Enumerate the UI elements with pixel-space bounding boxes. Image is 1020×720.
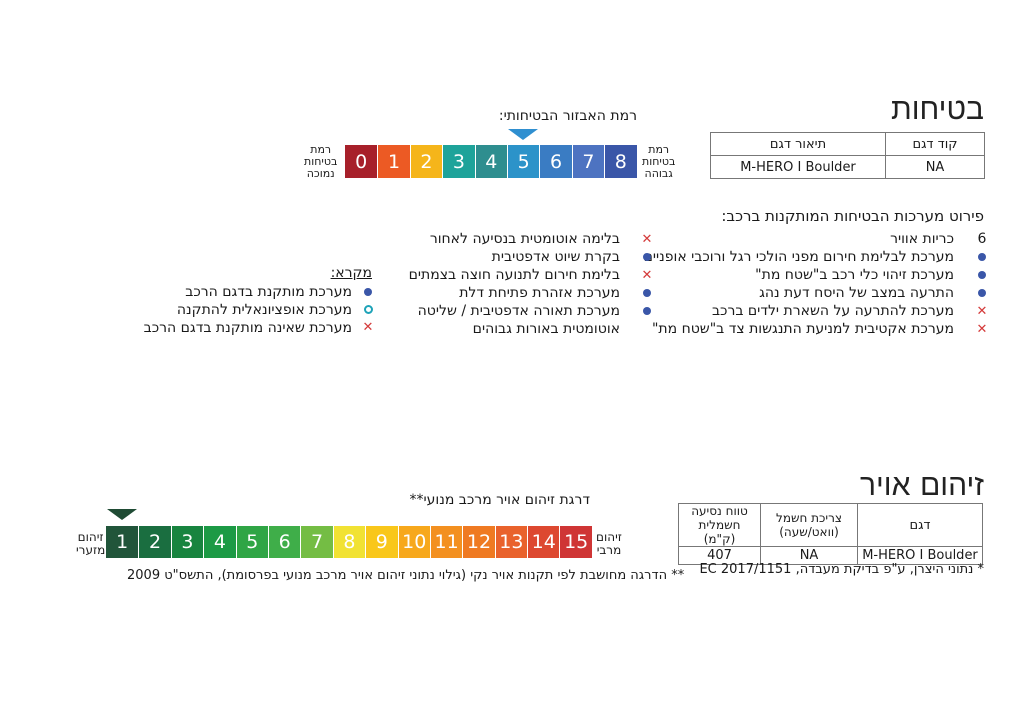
- col-model-desc-header: תיאור דגם: [710, 132, 886, 156]
- consumption-value: NA: [760, 546, 858, 565]
- installed-dot-icon: [975, 286, 989, 301]
- legend-optional-icon: [361, 303, 375, 318]
- legend-not-installed-icon: ✕: [362, 320, 374, 335]
- installed-dot-icon: [640, 286, 654, 301]
- safety-level-5: 5: [506, 145, 540, 178]
- safety-level-2: 2: [409, 145, 443, 178]
- pollution-level-scale: 1 2 3 4 5 6 7 8 9 10 11 12 13 14 15: [106, 526, 592, 558]
- col-model-code-header: קוד דגם: [885, 132, 985, 156]
- safety-level-0: 0: [345, 145, 378, 178]
- safety-level-4: 4: [474, 145, 507, 178]
- pollution-level-10: 10: [397, 526, 430, 558]
- pollution-level-4: 4: [203, 526, 236, 558]
- installed-dot-icon: [640, 304, 654, 319]
- pollution-max-label: זיהום מרבי: [596, 530, 622, 557]
- pollution-footnote-right: * נתוני היצרן, ע"פ בדיקת מעבדה, EC 2017/…: [699, 562, 984, 577]
- pollution-level-5: 5: [235, 526, 268, 558]
- not-installed-x-icon: ✕: [641, 268, 653, 283]
- pollution-level-14: 14: [527, 526, 560, 558]
- safety-system-item: מערכת אזהרת פתיחת דלת: [459, 285, 620, 301]
- pollution-level-8: 8: [332, 526, 366, 558]
- safety-level-marker: [508, 129, 539, 140]
- legend-installed-label: מערכת מותקנת בדגם הרכב: [185, 284, 352, 300]
- pollution-level-1: 1: [106, 526, 139, 558]
- pollution-footnote: ** הדרגה מחושבת לפי תקנות אויר נקי (גילו…: [127, 568, 685, 583]
- legend-optional-label: מערכת אופציונאלית להתקנה: [176, 302, 352, 318]
- pollution-level-13: 13: [494, 526, 528, 558]
- safety-system-item: אוטומטית באורות גבוהים: [472, 321, 620, 337]
- safety-title: בטיחות: [891, 92, 984, 127]
- range-value: 407: [678, 546, 761, 565]
- safety-level-3: 3: [442, 145, 475, 178]
- safety-level-7: 7: [571, 145, 605, 178]
- safety-level-6: 6: [539, 145, 572, 178]
- safety-system-item: כריות אוויר: [890, 231, 954, 247]
- pollution-title: זיהום אויר: [859, 468, 984, 503]
- safety-system-item: התרעה במצב של היסח דעת נהג: [759, 285, 954, 301]
- legend-installed-icon: [361, 285, 375, 300]
- safety-system-item: מערכת להתרעה על השארת ילדים ברכב: [711, 303, 954, 319]
- legend-not-installed-label: מערכת שאינה מותקנת בדגם הרכב: [143, 320, 352, 336]
- pollution-level-11: 11: [429, 526, 463, 558]
- airbag-count: 6: [977, 231, 987, 247]
- safety-scale-title: רמת האבזור הבטיחותי:: [498, 108, 637, 124]
- pollution-level-3: 3: [170, 526, 204, 558]
- model-desc-value: M-HERO I Boulder: [710, 155, 886, 179]
- safety-systems-title: פירוט מערכות הבטיחות המותקנות ברכב:: [721, 207, 984, 225]
- safety-system-item: מערכת אקטיבית למניעת התנגשות צד ב"שטח מת…: [651, 321, 954, 337]
- pollution-model-table: דגם צריכת חשמל (וואט/שעה) טווח נסיעה חשמ…: [678, 503, 983, 565]
- pollution-level-9: 9: [365, 526, 398, 558]
- not-installed-x-icon: ✕: [976, 322, 988, 337]
- pollution-level-7: 7: [300, 526, 333, 558]
- model-code-value: NA: [885, 155, 985, 179]
- pollution-level-15: 15: [559, 526, 592, 558]
- safety-system-item: מערכת לבלימת חירום מפני הולכי רגל ורוכבי…: [643, 249, 954, 265]
- pollution-level-marker: [107, 509, 138, 520]
- not-installed-x-icon: ✕: [976, 304, 988, 319]
- safety-level-1: 1: [377, 145, 410, 178]
- legend-title: מקרא:: [330, 265, 372, 281]
- pollution-scale-title: דרגת זיהום אויר מרכב מנועי**: [409, 492, 590, 508]
- installed-dot-icon: [975, 250, 989, 265]
- safety-high-label: רמת בטיחות גבוהה: [642, 143, 676, 180]
- safety-system-item: מערכת זיהוי כלי רכב ב"שטח מת": [755, 267, 954, 283]
- safety-system-item: בלימת חירום לתנועה חוצה בצמתים: [408, 267, 620, 283]
- not-installed-x-icon: ✕: [641, 232, 653, 247]
- safety-system-item: בלימה אוטומטית בנסיעה לאחור: [429, 231, 620, 247]
- col-range-header: טווח נסיעה חשמלית (ק"מ): [678, 503, 761, 547]
- pollution-level-2: 2: [138, 526, 171, 558]
- safety-system-item: מערכת תאורה אדפטיבית / שליטה: [417, 303, 620, 319]
- pollution-level-6: 6: [267, 526, 301, 558]
- safety-model-table: קוד דגם תיאור דגם NA M-HERO I Boulder: [710, 132, 985, 179]
- safety-system-item: בקרת שיוט אדפטיבית: [491, 249, 620, 265]
- col-model-header: דגם: [857, 503, 983, 547]
- safety-level-8: 8: [604, 145, 637, 178]
- installed-dot-icon: [975, 268, 989, 283]
- installed-dot-icon: [640, 250, 654, 265]
- pollution-min-label: זיהום מזערי: [76, 530, 106, 557]
- model-value: M-HERO I Boulder: [857, 546, 983, 565]
- pollution-level-12: 12: [462, 526, 495, 558]
- col-consumption-header: צריכת חשמל (וואט/שעה): [760, 503, 858, 547]
- safety-low-label: רמת בטיחות נמוכה: [304, 143, 338, 180]
